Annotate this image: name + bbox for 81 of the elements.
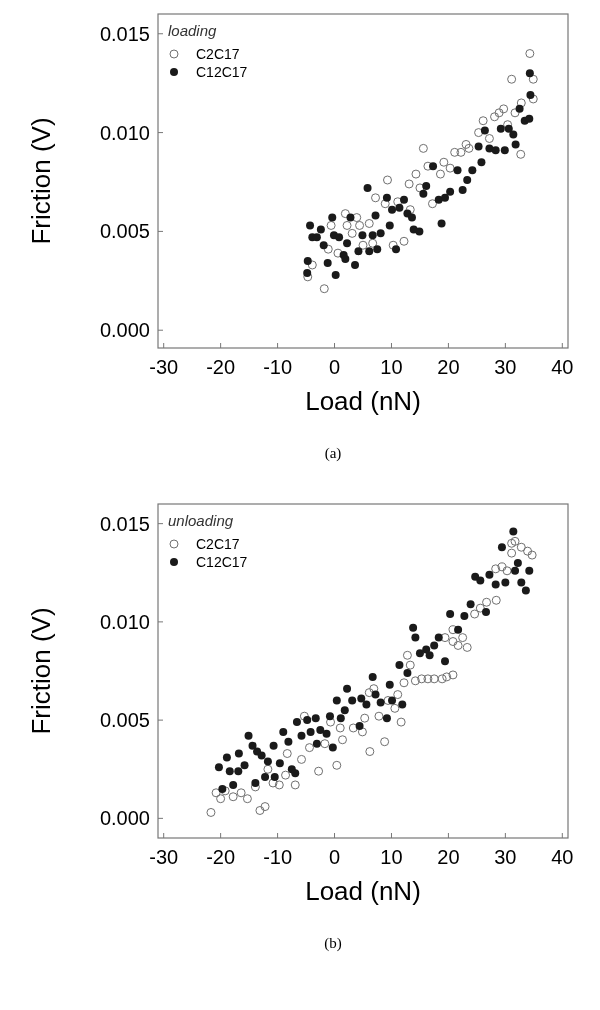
text: (a)	[324, 445, 342, 462]
point	[490, 112, 500, 122]
text: (b)	[324, 935, 342, 952]
y-axis-title: Friction (V)	[26, 607, 56, 735]
point	[388, 240, 398, 250]
point	[516, 149, 526, 159]
x-tick-label: -10	[263, 356, 293, 378]
annotation: loading	[168, 22, 218, 39]
point	[464, 143, 474, 153]
point	[516, 98, 526, 108]
x-tick-label: 40	[551, 846, 574, 868]
point	[461, 139, 471, 149]
y-axis-title: Friction (V)	[26, 117, 56, 245]
point	[380, 199, 390, 209]
point	[507, 74, 517, 84]
x-tick-label: 10	[380, 846, 403, 868]
point	[499, 104, 509, 114]
point	[371, 193, 381, 203]
x-tick-label: 30	[494, 356, 517, 378]
x-tick-label: 40	[551, 356, 574, 378]
point	[427, 199, 437, 209]
legend-label: C2C17	[196, 535, 240, 552]
point	[355, 220, 365, 230]
point	[474, 128, 484, 138]
point	[307, 260, 317, 270]
point	[528, 94, 538, 104]
point	[435, 169, 445, 179]
y-tick-label: 0.015	[99, 22, 150, 45]
x-axis-title: Load (nN)	[305, 386, 421, 416]
point	[411, 169, 421, 179]
point	[418, 143, 428, 153]
y-tick-label: 0.000	[99, 319, 150, 342]
point	[382, 175, 392, 185]
y-tick-label: 0.000	[99, 807, 150, 830]
y-tick-label: 0.005	[99, 709, 150, 732]
point	[484, 134, 494, 144]
x-tick-label: 0	[328, 356, 341, 378]
point	[347, 228, 357, 238]
point	[439, 157, 449, 167]
x-tick-label: -30	[149, 846, 179, 868]
point	[393, 197, 403, 207]
point	[342, 220, 352, 230]
x-tick-label: -30	[149, 356, 179, 378]
point	[405, 205, 415, 215]
point	[525, 49, 535, 59]
x-tick-label: -10	[263, 846, 293, 868]
x-tick-label: -20	[206, 356, 236, 378]
legend-label: C12C17	[196, 63, 248, 80]
point	[319, 284, 329, 294]
point	[399, 236, 409, 246]
x-tick-label: 20	[437, 356, 460, 378]
x-tick-label: 10	[380, 356, 403, 378]
point	[352, 213, 362, 223]
point	[445, 163, 455, 173]
point	[368, 238, 378, 248]
point	[326, 220, 336, 230]
x-tick-label: 0	[328, 846, 341, 868]
legend-label: C12C17	[196, 553, 248, 570]
x-axis-title: Load (nN)	[305, 876, 421, 906]
point	[494, 108, 504, 118]
x-tick-label: 20	[437, 846, 460, 868]
point	[528, 74, 538, 84]
x-tick-label: 30	[494, 846, 517, 868]
y-tick-label: 0.015	[99, 512, 150, 535]
point	[333, 248, 343, 258]
point	[364, 218, 374, 228]
point	[415, 183, 425, 193]
legend-label: C2C17	[196, 45, 240, 62]
point	[450, 147, 460, 157]
point	[456, 147, 466, 157]
y-tick-label: 0.010	[99, 610, 150, 633]
x-tick-label: -20	[206, 846, 236, 868]
point	[358, 240, 368, 250]
point	[478, 116, 488, 126]
point	[510, 108, 520, 118]
y-tick-label: 0.010	[99, 121, 150, 144]
point	[323, 244, 333, 254]
annotation: unloading	[168, 512, 234, 529]
y-tick-label: 0.005	[99, 220, 150, 243]
point	[340, 209, 350, 219]
point	[404, 179, 414, 189]
